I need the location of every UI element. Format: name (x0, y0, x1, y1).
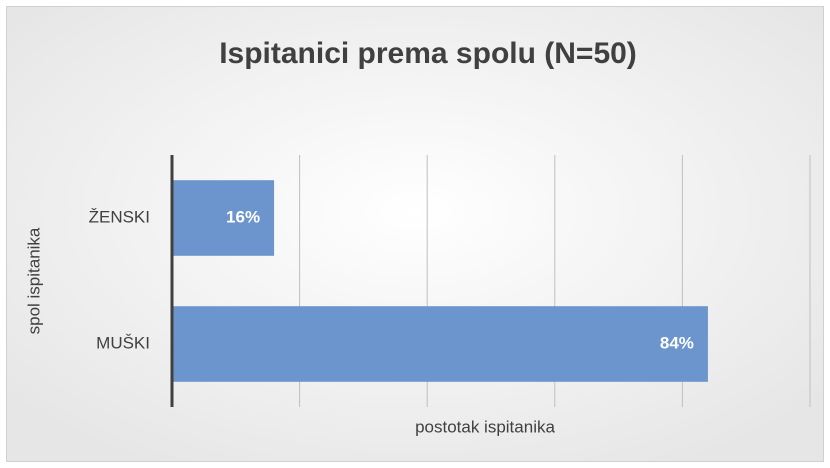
bar (172, 180, 275, 256)
y-axis-label: spol ispitanika (24, 227, 43, 334)
chart-title: Ispitanici prema spolu (N=50) (219, 37, 637, 70)
y-tick-label: ŽENSKI (89, 207, 150, 226)
y-tick-label: MUŠKI (96, 333, 150, 352)
chart-background (6, 6, 824, 462)
x-axis-label: postotak ispitanika (415, 417, 555, 436)
data-label: 84% (660, 333, 694, 352)
data-label: 16% (226, 207, 260, 226)
bar (172, 306, 708, 382)
